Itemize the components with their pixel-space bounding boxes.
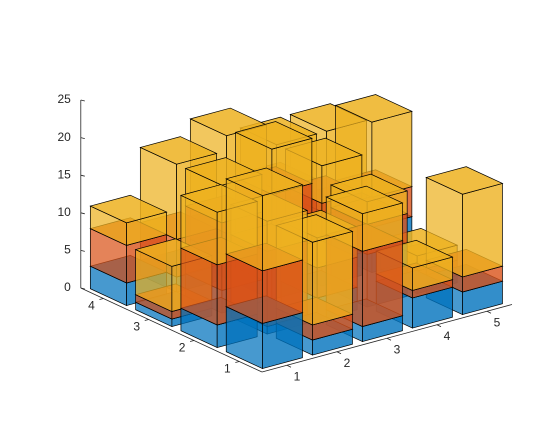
z-tick <box>80 212 85 215</box>
bar-top-face <box>325 185 404 215</box>
y-tick <box>99 298 104 300</box>
bar-top-face <box>89 194 168 224</box>
bar-top-face <box>234 121 313 150</box>
y-tick-label: 1 <box>224 362 231 376</box>
y-tick <box>235 361 240 363</box>
z-tick-label: 25 <box>57 92 71 106</box>
y-tick-label: 2 <box>179 341 186 355</box>
z-tick <box>80 99 85 102</box>
x-tick <box>486 310 492 314</box>
bar-front-face <box>312 230 353 326</box>
y-tick-label: 3 <box>133 320 140 334</box>
x-tick-label: 5 <box>494 315 501 329</box>
x-tick <box>436 324 442 328</box>
bar-top-face <box>425 166 504 195</box>
y-tick-label: 4 <box>88 299 95 313</box>
z-tick-label: 5 <box>64 243 71 257</box>
z-tick-label: 15 <box>57 167 71 181</box>
z-tick-label: 20 <box>57 130 71 144</box>
z-tick <box>80 250 85 252</box>
y-tick <box>144 319 149 321</box>
x-tick-label: 2 <box>344 356 351 370</box>
bar-front-face <box>262 184 303 272</box>
x-tick-label: 3 <box>394 342 401 356</box>
z-tick <box>80 137 85 139</box>
z-tick-label: 0 <box>64 280 71 294</box>
bar-top-face <box>139 136 218 165</box>
bar-top-face <box>225 167 304 196</box>
x-tick <box>336 351 342 355</box>
bar-front-face <box>462 182 503 278</box>
bar-front-face <box>362 240 403 327</box>
z-tick-label: 10 <box>57 205 71 219</box>
x-tick <box>286 364 292 368</box>
x-tick <box>386 337 392 341</box>
y-tick <box>189 340 195 342</box>
x-tick-label: 1 <box>294 369 301 383</box>
x-tick-label: 4 <box>444 329 451 343</box>
z-tick <box>80 287 85 290</box>
z-tick <box>80 174 85 177</box>
y-axis-line <box>80 287 263 373</box>
bar-top-face <box>334 94 413 123</box>
